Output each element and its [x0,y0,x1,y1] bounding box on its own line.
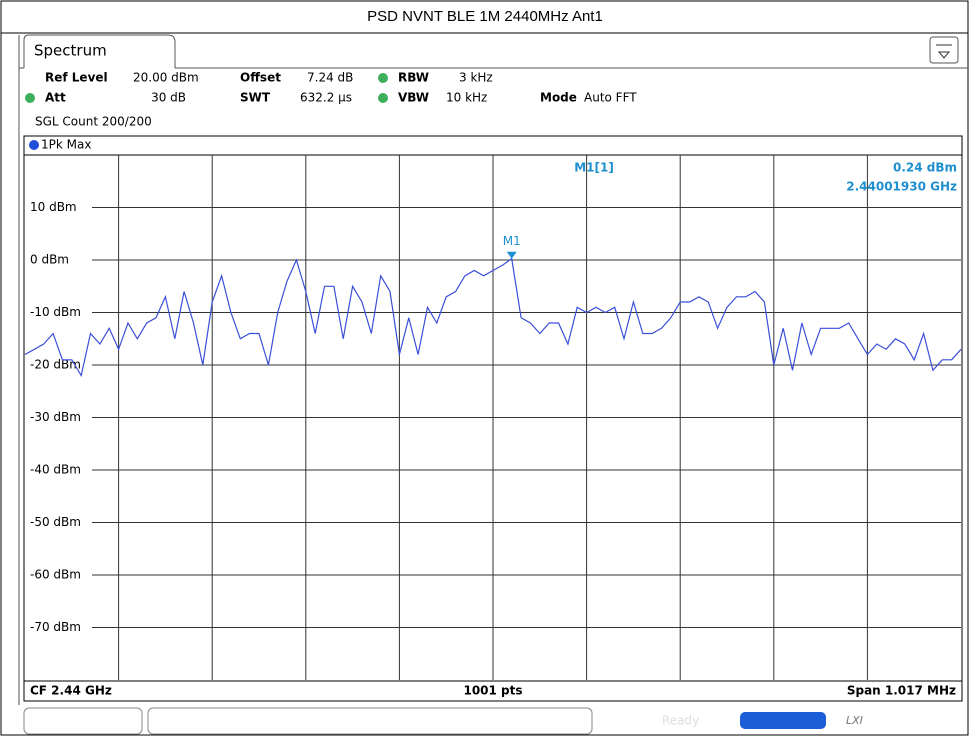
mode-value: Auto FFT [584,91,637,105]
menu-icon [936,44,952,59]
att-label: Att [45,91,66,105]
logo: LXI [846,714,863,727]
marker-readout-freq: 2.44001930 GHz [846,180,957,194]
marker-readout-value: 0.24 dBm [893,161,957,175]
trace-label: 1Pk Max [41,138,91,152]
status-dot [378,93,388,103]
plot-frame [23,135,963,702]
y-tick-label: -50 dBm [30,515,81,529]
span: Span 1.017 MHz [847,684,956,698]
tab-label[interactable]: Spectrum [34,42,107,60]
status-field [23,707,143,735]
y-tick-label: -60 dBm [30,568,81,582]
tab[interactable] [23,34,176,68]
menu-button[interactable] [929,36,959,64]
rbw-value: 3 kHz [459,71,493,85]
att-value: 30 dB [151,91,186,105]
vbw-label: VBW [398,91,429,105]
trace [24,257,962,378]
y-tick-label: 0 dBm [30,253,69,267]
marker-readout-name: M1[1] [574,161,614,175]
ref-level-label: Ref Level [45,71,108,85]
y-tick-label: -10 dBm [30,305,81,319]
progress-bar [740,712,826,729]
swt-value: 632.2 µs [300,91,352,105]
rbw-label: RBW [398,71,429,85]
points: 1001 pts [463,684,522,698]
y-tick-label: -30 dBm [30,410,81,424]
count: SGL Count 200/200 [35,115,152,129]
marker-label: M1 [503,234,521,248]
y-tick-label: -40 dBm [30,463,81,477]
title: PSD NVNT BLE 1M 2440MHz Ant1 [367,8,603,25]
status-dot [378,73,388,83]
vbw-value: 10 kHz [446,91,487,105]
mode-label: Mode [540,91,577,105]
y-tick-label: 10 dBm [30,200,77,214]
ref-level-value: 20.00 dBm [133,71,199,85]
y-tick-label: -20 dBm [30,358,81,372]
offset-value: 7.24 dB [307,71,353,85]
status-dot [25,93,35,103]
y-tick-label: -70 dBm [30,620,81,634]
center-freq: CF 2.44 GHz [30,684,112,698]
marker [506,251,517,259]
offset-label: Offset [240,71,281,85]
swt-label: SWT [240,91,271,105]
status-field [147,707,593,735]
status: Ready [662,714,699,728]
trace-dot [29,140,39,150]
